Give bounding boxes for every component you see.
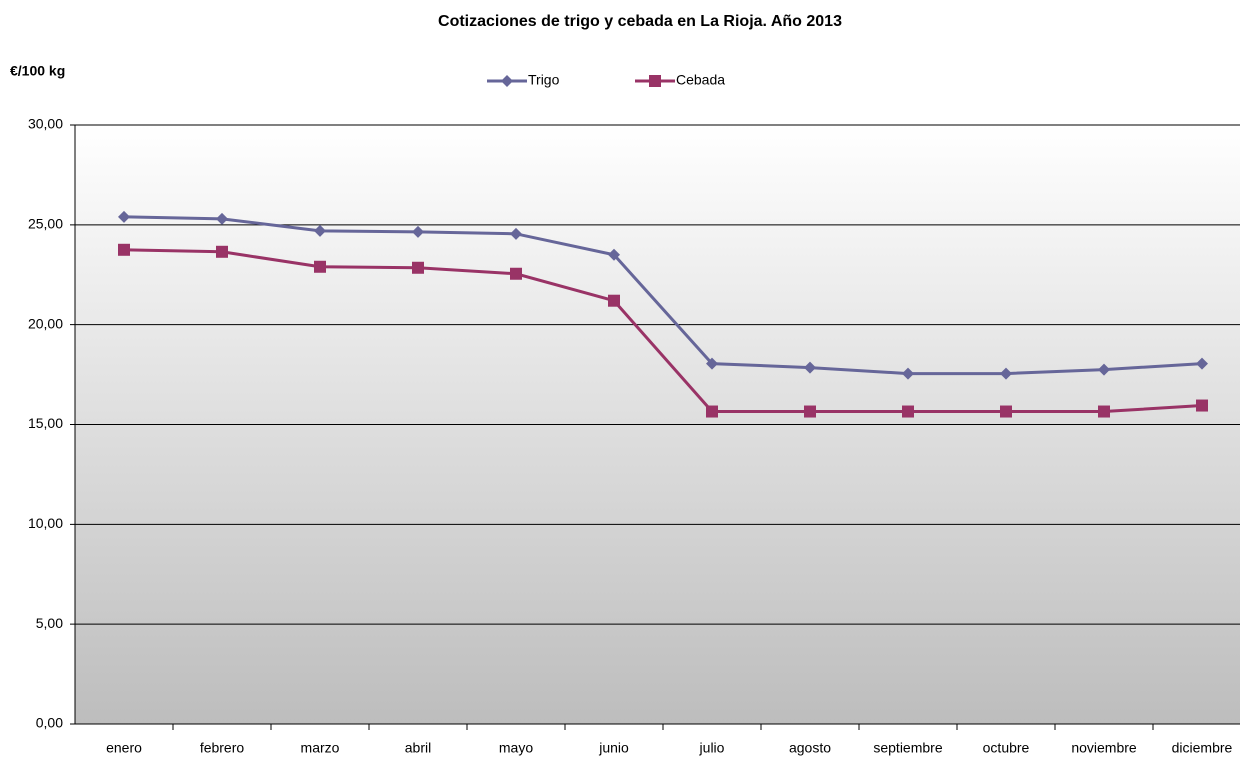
x-tick-label: junio [598,740,629,756]
data-point [706,405,718,418]
x-tick-label: septiembre [873,740,942,756]
y-tick-label: 5,00 [36,615,63,631]
x-tick-label: febrero [200,740,245,756]
x-tick-label: diciembre [1172,740,1233,756]
data-point [1196,357,1208,370]
data-point [1000,405,1012,418]
y-tick-label: 30,00 [28,116,63,132]
x-tick-label: octubre [983,740,1030,756]
x-tick-label: noviembre [1071,740,1137,756]
data-point [706,357,718,370]
data-point [1098,363,1110,376]
y-axis-label: €/100 kg [10,63,65,79]
data-point [412,261,424,274]
data-point [608,294,620,307]
data-point [118,210,130,223]
y-tick-label: 20,00 [28,315,63,331]
data-point [510,227,522,240]
legend-marker [649,75,661,87]
series-line [123,248,1203,414]
y-tick-label: 0,00 [36,715,63,731]
data-point [510,267,522,280]
data-point [804,361,816,374]
x-tick-label: julio [699,740,725,756]
data-point [314,260,326,273]
y-tick-label: 15,00 [28,415,63,431]
legend-label: Trigo [528,72,560,88]
data-point [902,405,914,418]
data-point [804,405,816,418]
chart-title: Cotizaciones de trigo y cebada en La Rio… [438,13,842,30]
legend-label: Cebada [676,72,725,88]
x-tick-label: abril [405,740,431,756]
x-tick-label: agosto [789,740,831,756]
x-tick-label: marzo [301,740,340,756]
x-tick-label: mayo [499,740,533,756]
data-point [216,245,228,258]
data-point [1196,399,1208,412]
data-point [608,248,620,261]
data-point [118,243,130,256]
y-tick-label: 25,00 [28,216,63,232]
data-point [216,212,228,225]
data-point [902,367,914,380]
data-point [314,224,326,237]
y-tick-label: 10,00 [28,515,63,531]
legend-marker [501,75,513,87]
data-point [1000,367,1012,380]
x-tick-label: enero [106,740,142,756]
series-line [123,215,1203,376]
data-point [1098,405,1110,418]
data-point [412,225,424,238]
